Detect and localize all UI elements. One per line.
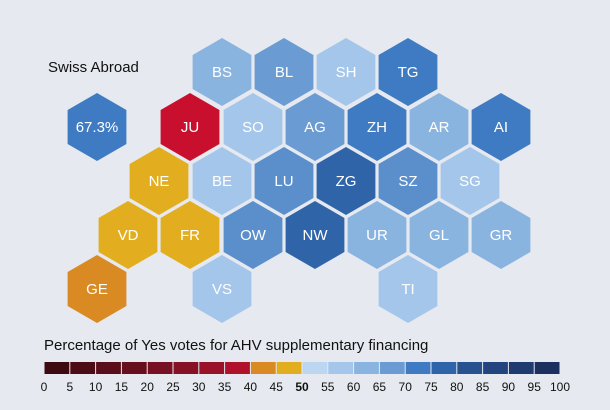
canton-hex-label: JU xyxy=(181,119,199,136)
legend-swatch xyxy=(508,362,534,374)
canton-hex-label: ZH xyxy=(367,119,387,136)
canton-hex-label: SZ xyxy=(398,173,417,190)
legend-swatch xyxy=(379,362,405,374)
canton-hex xyxy=(316,147,376,215)
legend-swatch xyxy=(147,362,173,374)
canton-hex-label: AR xyxy=(429,119,450,136)
legend-tick-label: 20 xyxy=(141,380,155,394)
canton-hex xyxy=(98,201,158,269)
canton-hex-label: VD xyxy=(118,227,139,244)
canton-hex xyxy=(378,255,438,323)
canton-hex-label: GL xyxy=(429,227,449,244)
legend-tick-label: 45 xyxy=(270,380,284,394)
legend-swatch xyxy=(96,362,121,374)
canton-hex-label: SO xyxy=(242,119,264,136)
legend-tick-label: 95 xyxy=(528,380,542,394)
canton-hex-label: TG xyxy=(398,64,419,81)
canton-hex-label: BE xyxy=(212,173,232,190)
canton-hex-label: NE xyxy=(149,173,170,190)
canton-hex xyxy=(192,38,252,106)
canton-hex-label: TI xyxy=(401,281,414,298)
legend-swatch xyxy=(431,362,457,374)
canton-hex xyxy=(409,93,469,161)
canton-hex-label: ZG xyxy=(336,173,357,190)
canton-hex-label: LU xyxy=(274,173,293,190)
legend-title: Percentage of Yes votes for AHV suppleme… xyxy=(44,337,428,354)
canton-hex-label: FR xyxy=(180,227,200,244)
abroad-hex-label: 67.3% xyxy=(76,119,119,136)
canton-hex-label: NW xyxy=(303,227,329,244)
canton-hex-label: OW xyxy=(240,227,267,244)
legend-swatch xyxy=(225,362,250,374)
legend-tick-label: 80 xyxy=(450,380,464,394)
canton-hex xyxy=(285,201,345,269)
canton-hex xyxy=(285,93,345,161)
legend-tick-label: 30 xyxy=(192,380,206,394)
legend-tick-label: 65 xyxy=(373,380,387,394)
canton-hex xyxy=(223,201,283,269)
legend-tick-label: 85 xyxy=(476,380,490,394)
legend-tick-label: 75 xyxy=(424,380,438,394)
legend-swatch xyxy=(483,362,508,374)
legend-tick-label: 100 xyxy=(550,380,570,394)
canton-hex-label: VS xyxy=(212,281,232,298)
legend-tick-label: 90 xyxy=(502,380,516,394)
legend-swatch xyxy=(328,362,354,374)
canton-hex xyxy=(347,201,407,269)
canton-hex xyxy=(192,255,252,323)
legend-swatch xyxy=(173,362,199,374)
canton-hex xyxy=(378,38,438,106)
canton-hex-label: AG xyxy=(304,119,326,136)
canton-hex-label: BL xyxy=(275,64,293,81)
legend-tick-label: 70 xyxy=(399,380,413,394)
legend-swatch xyxy=(70,362,96,374)
canton-hex xyxy=(471,201,531,269)
legend-tick-label: 10 xyxy=(89,380,103,394)
canton-hex xyxy=(254,38,314,106)
canton-hex xyxy=(440,147,500,215)
legend-tick-label: 0 xyxy=(41,380,48,394)
canton-hex xyxy=(347,93,407,161)
legend-swatch xyxy=(276,362,302,374)
legend-swatch xyxy=(405,362,431,374)
canton-hex-label: SH xyxy=(336,64,357,81)
legend-swatch xyxy=(44,362,70,374)
canton-hex-label: GE xyxy=(86,281,108,298)
legend-tick-label: 15 xyxy=(115,380,129,394)
legend-swatch xyxy=(302,362,328,374)
legend-swatch xyxy=(457,362,483,374)
canton-hex-label: UR xyxy=(366,227,388,244)
legend-tick-label: 40 xyxy=(244,380,258,394)
canton-hex xyxy=(316,38,376,106)
canton-hex xyxy=(254,147,314,215)
canton-hex-label: AI xyxy=(494,119,508,136)
legend-tick-label: 50 xyxy=(295,380,309,394)
canton-hex xyxy=(192,147,252,215)
canton-hex-label: BS xyxy=(212,64,232,81)
canton-hex-label: GR xyxy=(490,227,513,244)
canton-hex xyxy=(378,147,438,215)
abroad-title: Swiss Abroad xyxy=(48,59,139,76)
legend-swatch xyxy=(121,362,147,374)
canton-hex xyxy=(409,201,469,269)
canton-hex xyxy=(160,201,220,269)
legend-swatch xyxy=(354,362,379,374)
legend-tick-label: 25 xyxy=(166,380,180,394)
canton-hex xyxy=(67,255,127,323)
canton-hex xyxy=(223,93,283,161)
canton-hex xyxy=(471,93,531,161)
canton-hex-label: SG xyxy=(459,173,481,190)
canton-hex xyxy=(160,93,220,161)
legend-swatch xyxy=(250,362,276,374)
legend-tick-label: 5 xyxy=(66,380,73,394)
legend-swatch xyxy=(534,362,560,374)
legend-tick-label: 55 xyxy=(321,380,335,394)
legend-swatch xyxy=(199,362,225,374)
legend-tick-label: 60 xyxy=(347,380,361,394)
abroad-hex xyxy=(67,93,127,161)
legend-tick-label: 35 xyxy=(218,380,232,394)
canton-hex xyxy=(129,147,189,215)
